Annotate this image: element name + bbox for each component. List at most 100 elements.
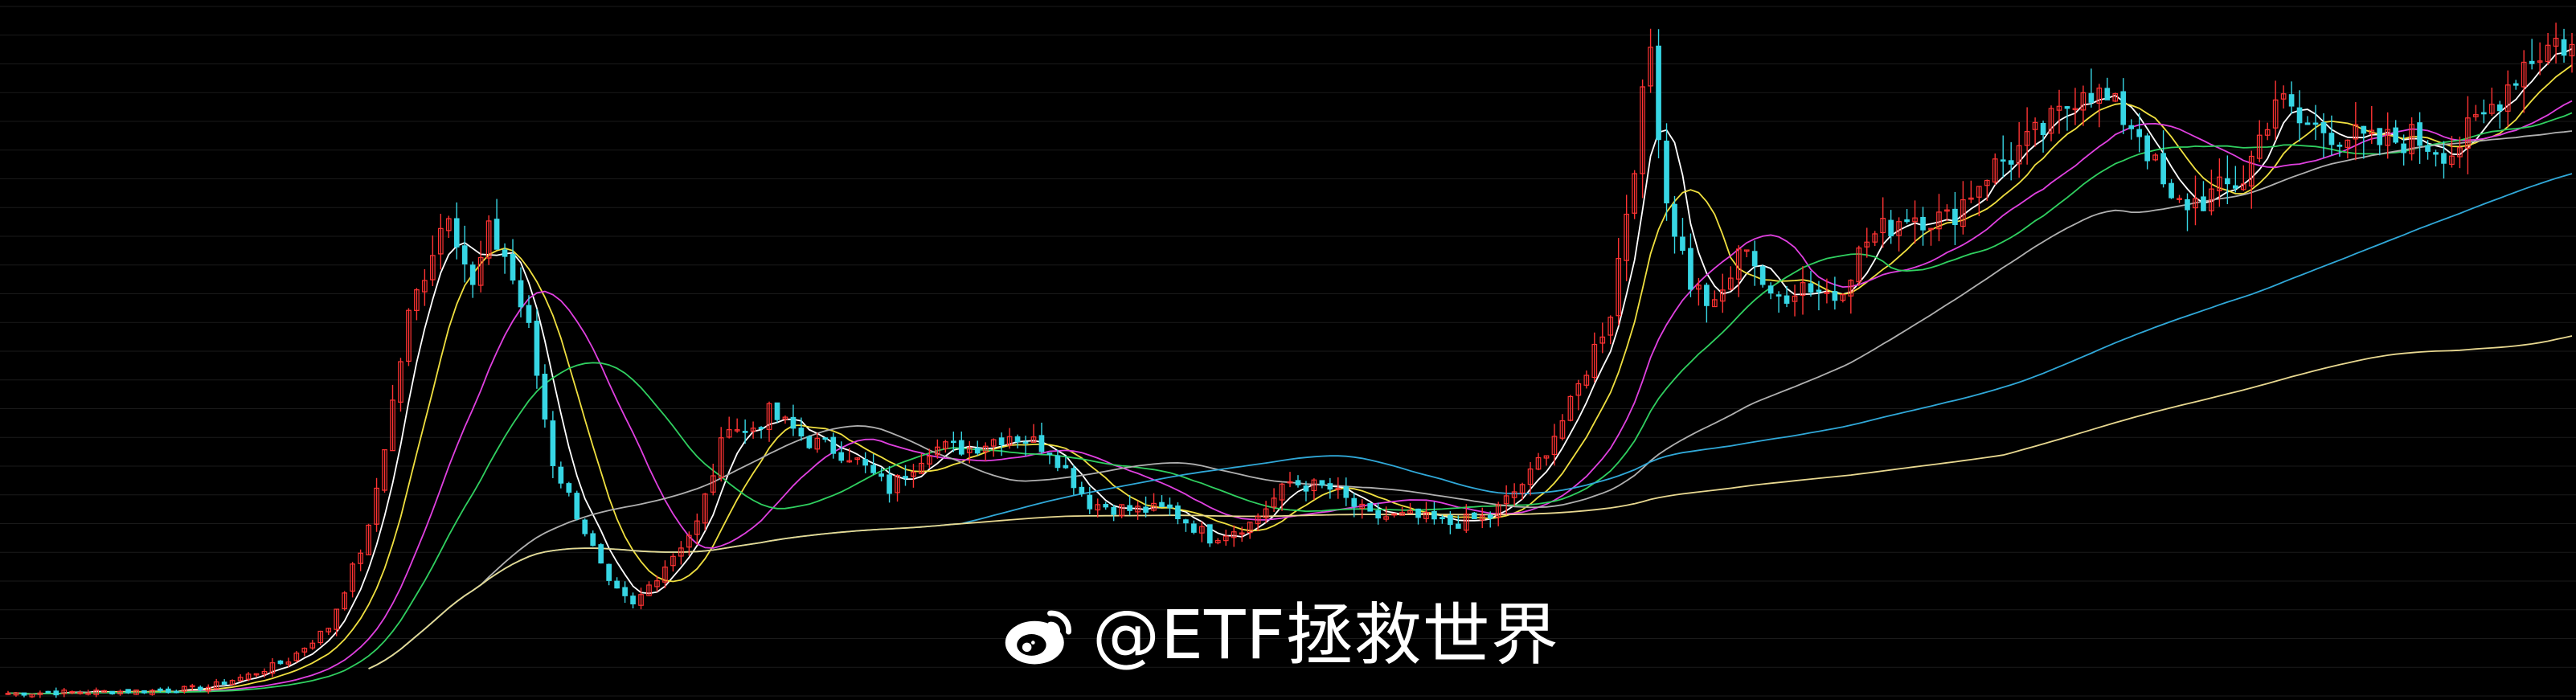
candle-body [1214, 539, 1221, 544]
candle-body [766, 403, 772, 431]
ma-line-250 [368, 335, 2573, 669]
candle [2385, 112, 2391, 159]
candle [93, 687, 99, 698]
candle [1311, 478, 1317, 500]
candle [1206, 524, 1213, 547]
candle-body [982, 445, 989, 452]
candle-body [1735, 248, 1742, 280]
candle [1591, 332, 1598, 383]
candle-body [141, 690, 147, 694]
candle-body [1936, 211, 1942, 230]
candle-body [1704, 285, 1710, 306]
candle-body [2248, 155, 2255, 186]
candle [1712, 290, 1718, 308]
candle-body [2393, 127, 2399, 143]
candle [534, 309, 540, 389]
candle [1423, 501, 1429, 523]
candle [1255, 513, 1261, 531]
candle-body [710, 475, 716, 493]
candle-body [133, 689, 139, 695]
candle-body [1287, 481, 1293, 484]
ma-line-20 [7, 100, 2573, 695]
candle-body [1022, 441, 1029, 444]
candle-body [2136, 129, 2143, 137]
candle [1375, 502, 1381, 525]
candle-body [2401, 143, 2406, 154]
candle-body [895, 475, 900, 493]
candle-body [1495, 504, 1501, 518]
candle-body [1335, 487, 1341, 490]
candle-body [1912, 217, 1918, 223]
candle-body [2457, 147, 2463, 158]
candle-body [2385, 129, 2391, 146]
candle-body [1888, 219, 1894, 237]
candle-body [846, 460, 853, 463]
candle-body [205, 686, 211, 692]
candle-body [686, 534, 692, 548]
candle-body [1928, 227, 1934, 231]
candle-body [2336, 144, 2343, 147]
candle-body [189, 685, 195, 688]
candle-body [2152, 154, 2158, 161]
candle-body [974, 448, 981, 454]
candle [1751, 240, 1758, 286]
candle-body [1800, 282, 1806, 297]
candle-body [1624, 213, 1630, 261]
candle [37, 690, 43, 698]
candle-body [1920, 216, 1926, 231]
candle [878, 467, 884, 481]
candle-body [1271, 497, 1277, 508]
candle [2417, 112, 2422, 164]
candle-body [269, 662, 276, 674]
candle-body [2513, 83, 2519, 86]
candle-body [1407, 510, 1413, 514]
candle-body [1448, 514, 1453, 526]
candle [1952, 191, 1958, 245]
candle [903, 465, 908, 486]
candle [2441, 141, 2447, 179]
candle-body [1319, 480, 1325, 486]
candle [766, 401, 772, 442]
candle-body [1952, 208, 1958, 226]
candle [2513, 80, 2519, 90]
candle-body [1159, 501, 1165, 507]
candle [2377, 128, 2383, 156]
candle [1775, 291, 1782, 313]
candle [1767, 282, 1774, 300]
candle-body [342, 592, 348, 609]
candle [806, 435, 813, 450]
candle [1487, 511, 1493, 528]
candle-body [1607, 317, 1614, 336]
candle [2048, 105, 2054, 141]
candle-body [2561, 39, 2567, 56]
candle [1335, 477, 1341, 499]
candle-body [1303, 485, 1309, 492]
candle-body [69, 690, 76, 694]
candle [1448, 510, 1453, 534]
candle [317, 630, 324, 645]
candle [1848, 279, 1854, 314]
candle-body [1864, 241, 1870, 248]
candle-body [1063, 465, 1069, 469]
candle-body [2016, 145, 2022, 165]
candle-body [2128, 125, 2135, 129]
candle-body [1688, 248, 1693, 290]
candle [237, 673, 244, 682]
candle [1816, 280, 1822, 311]
candle [911, 464, 916, 488]
candle [1784, 285, 1790, 308]
candle [1239, 526, 1245, 542]
candle-body [1759, 266, 1766, 285]
candle [2545, 32, 2551, 66]
candle [301, 647, 308, 657]
candle-body [870, 465, 876, 473]
candle [734, 418, 740, 433]
candle [141, 690, 147, 694]
candle-body [2312, 122, 2319, 125]
candle-body [558, 466, 564, 484]
candle-body [2169, 182, 2174, 199]
candle [45, 690, 51, 694]
candle-body [277, 660, 284, 665]
candle [5, 690, 11, 695]
candle-body [398, 361, 403, 403]
